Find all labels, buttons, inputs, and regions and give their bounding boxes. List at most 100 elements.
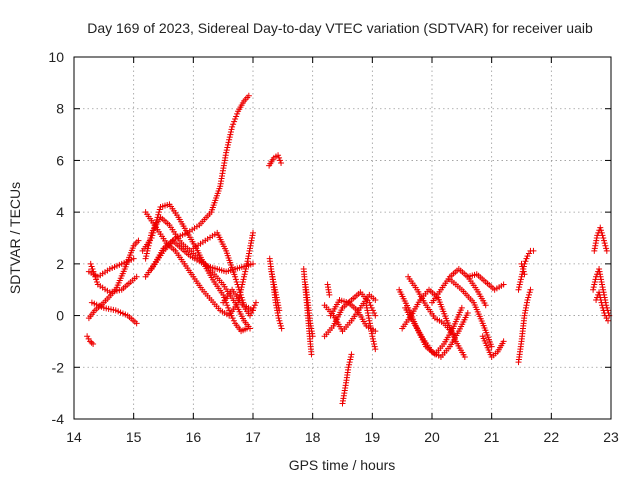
- y-tick-label: 10: [48, 49, 64, 65]
- data-point: [89, 266, 96, 273]
- data-point: [276, 154, 283, 161]
- data-point: [226, 134, 233, 141]
- data-point: [458, 304, 465, 311]
- data-point: [228, 126, 235, 133]
- data-point: [464, 309, 471, 316]
- data-point: [226, 136, 233, 143]
- data-point: [518, 273, 525, 280]
- data-point: [133, 320, 140, 327]
- data-point: [271, 281, 278, 288]
- data-point: [519, 263, 526, 270]
- data-point: [603, 247, 610, 254]
- data-point: [88, 339, 95, 346]
- data-point: [597, 224, 604, 231]
- data-point: [224, 144, 231, 151]
- data-point: [371, 341, 378, 348]
- x-axis-label: GPS time / hours: [289, 457, 396, 473]
- data-point: [228, 312, 235, 319]
- y-axis-label: SDTVAR / TECUs: [7, 182, 23, 294]
- series-arc-ae: [479, 333, 507, 360]
- series-arc-aa: [405, 273, 456, 337]
- data-point: [348, 351, 355, 358]
- data-point: [236, 289, 243, 296]
- data-point: [240, 276, 247, 283]
- data-point: [224, 141, 231, 148]
- data-point: [148, 235, 155, 241]
- data-point: [223, 147, 230, 154]
- data-point: [248, 309, 255, 316]
- series-arc-o: [267, 266, 283, 314]
- data-point: [371, 309, 378, 316]
- data-point: [153, 219, 160, 226]
- data-point: [598, 229, 605, 236]
- data-point: [274, 297, 281, 304]
- data-point: [225, 139, 232, 146]
- data-point: [274, 299, 281, 306]
- data-point: [515, 286, 522, 293]
- data-point: [275, 152, 282, 159]
- data-point: [143, 253, 150, 260]
- data-point: [347, 353, 354, 360]
- data-point: [269, 276, 276, 283]
- data-point: [273, 291, 280, 298]
- data-point: [90, 341, 97, 348]
- data-point: [150, 229, 157, 236]
- data-point: [600, 286, 607, 293]
- data-point: [227, 128, 234, 135]
- data-point: [600, 235, 607, 241]
- x-tick-label: 23: [603, 429, 619, 445]
- data-point: [519, 266, 526, 273]
- y-tick-label: -4: [52, 411, 65, 427]
- series-arc-m: [266, 152, 285, 169]
- data-point: [525, 294, 532, 301]
- data-point: [236, 286, 243, 293]
- data-point: [229, 123, 236, 130]
- data-point: [268, 271, 275, 278]
- data-point: [449, 330, 456, 337]
- data-point: [346, 361, 353, 368]
- data-point: [530, 247, 537, 254]
- data-point: [230, 121, 237, 128]
- data-point: [517, 278, 524, 285]
- x-tick-label: 14: [66, 429, 82, 445]
- series-arc-ak: [593, 289, 612, 324]
- data-point: [84, 333, 91, 340]
- series-arc-ah: [518, 260, 528, 278]
- data-point: [520, 268, 527, 275]
- data-point: [590, 284, 597, 291]
- data-point: [234, 281, 241, 288]
- data-point: [87, 338, 94, 345]
- y-tick-label: 2: [56, 256, 64, 272]
- data-point: [522, 258, 529, 265]
- data-point: [278, 325, 285, 332]
- series-arc-b: [87, 260, 140, 296]
- data-point: [233, 113, 240, 120]
- data-point: [488, 343, 495, 350]
- data-point: [88, 263, 95, 270]
- series-arc-t: [327, 297, 379, 335]
- data-point: [249, 307, 256, 314]
- data-point: [596, 289, 603, 296]
- data-point: [366, 299, 373, 306]
- data-point: [133, 273, 140, 280]
- data-point: [150, 227, 157, 234]
- data-point: [369, 307, 376, 314]
- data-point: [244, 325, 251, 332]
- data-point: [275, 304, 282, 311]
- data-point: [269, 273, 276, 280]
- data-point: [226, 307, 233, 314]
- data-point: [598, 227, 605, 234]
- data-point: [251, 302, 258, 309]
- chart-title: Day 169 of 2023, Sidereal Day-to-day VTE…: [87, 20, 593, 36]
- data-point: [596, 291, 603, 298]
- data-point: [156, 209, 163, 216]
- data-point: [500, 281, 507, 288]
- series-arc-l: [220, 286, 259, 319]
- data-point: [250, 229, 256, 236]
- data-point: [247, 312, 254, 319]
- y-tick-label: 6: [56, 152, 64, 168]
- data-point: [599, 304, 606, 311]
- data-point: [601, 240, 608, 247]
- data-point: [268, 268, 275, 275]
- data-point: [232, 116, 239, 123]
